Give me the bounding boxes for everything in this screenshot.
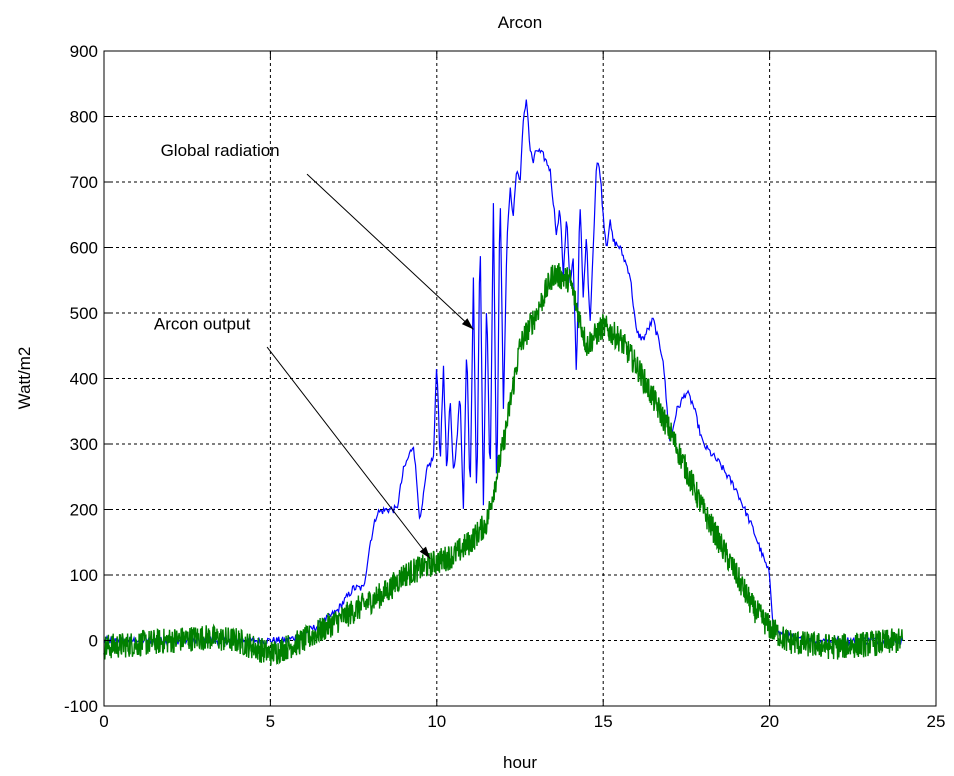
y-tick-label: 800 [70, 108, 98, 127]
annotation-arrowhead [419, 546, 431, 559]
chart-title: Arcon [498, 13, 542, 32]
series-layer [103, 99, 904, 666]
y-tick-label: 600 [70, 239, 98, 258]
y-axis-label: Watt/m2 [15, 347, 34, 410]
y-tick-label: 200 [70, 501, 98, 520]
y-tick-label: 100 [70, 566, 98, 585]
x-axis-label: hour [503, 753, 537, 772]
y-tick-label: 700 [70, 173, 98, 192]
y-tick-label: 400 [70, 370, 98, 389]
annotation-arrow [266, 346, 431, 559]
y-tick-label: 500 [70, 304, 98, 323]
y-tick-label: 300 [70, 435, 98, 454]
y-tick-label: -100 [64, 697, 98, 716]
y-tick-label: 0 [89, 632, 98, 651]
annotation-label: Arcon output [154, 314, 251, 333]
series-line-arcon-output [103, 263, 904, 666]
annotation-arrowhead [461, 318, 474, 330]
x-tick-label: 5 [266, 712, 275, 731]
annotation-label: Global radiation [161, 141, 280, 160]
y-tick-label: 900 [70, 42, 98, 61]
axis-ticks: 0 5 10 15 20 25-10001002003004005006007008009… [64, 42, 945, 731]
annotations: Global radiation Arcon output [154, 141, 474, 559]
x-tick-label: 0 [99, 712, 108, 731]
x-tick-label: 10 [427, 712, 446, 731]
x-tick-label: 25 [927, 712, 946, 731]
annotation-arrow [306, 173, 474, 330]
x-tick-label: 20 [760, 712, 779, 731]
x-tick-label: 15 [594, 712, 613, 731]
